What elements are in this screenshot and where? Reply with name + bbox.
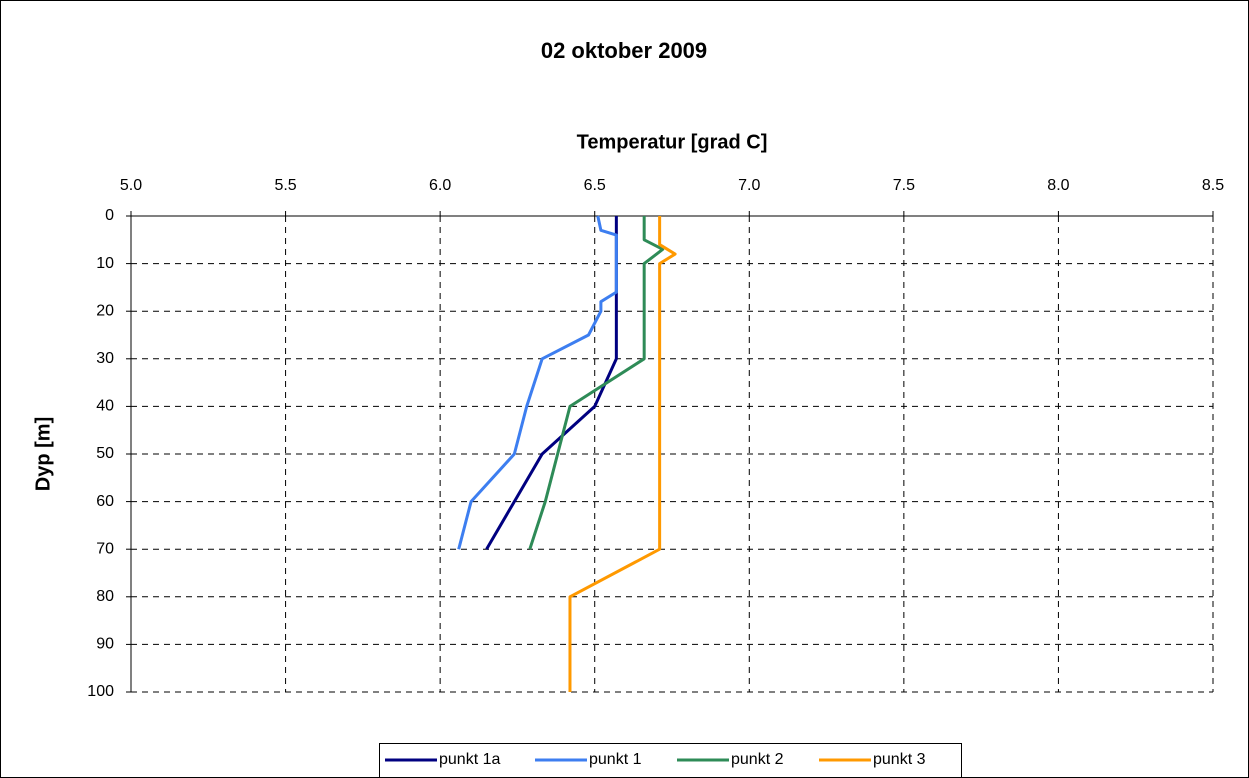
y-axis-title: Dyp [m]	[32, 417, 54, 491]
legend-label: punkt 3	[873, 751, 926, 768]
x-tick-label: 8.5	[1202, 177, 1224, 194]
series-line	[568, 216, 677, 692]
series-line	[528, 216, 665, 550]
y-tick-label: 10	[96, 255, 114, 272]
x-axis-title: Temperatur [grad C]	[577, 131, 768, 153]
x-tick-label: 5.5	[274, 177, 296, 194]
y-tick-label: 70	[96, 540, 114, 557]
y-tick-label: 30	[96, 350, 114, 367]
series-line	[457, 215, 618, 550]
legend-label: punkt 1	[589, 751, 642, 768]
y-tick-label: 100	[87, 683, 114, 700]
x-tick-label: 8.0	[1047, 177, 1069, 194]
y-tick-label: 90	[96, 636, 114, 653]
x-tick-label: 5.0	[120, 177, 142, 194]
y-tick-label: 50	[96, 445, 114, 462]
y-tick-label: 60	[96, 493, 114, 510]
y-tick-label: 80	[96, 588, 114, 605]
x-tick-label: 6.0	[429, 177, 451, 194]
legend-label: punkt 2	[731, 751, 784, 768]
y-tick-label: 40	[96, 398, 114, 415]
x-tick-label: 7.0	[738, 177, 760, 194]
x-tick-label: 7.5	[893, 177, 915, 194]
y-tick-label: 20	[96, 302, 114, 319]
x-tick-label: 6.5	[584, 177, 606, 194]
chart-title: 02 oktober 2009	[541, 38, 707, 63]
series-line	[485, 216, 618, 550]
y-tick-label: 0	[105, 207, 114, 224]
legend-label: punkt 1a	[439, 751, 500, 768]
